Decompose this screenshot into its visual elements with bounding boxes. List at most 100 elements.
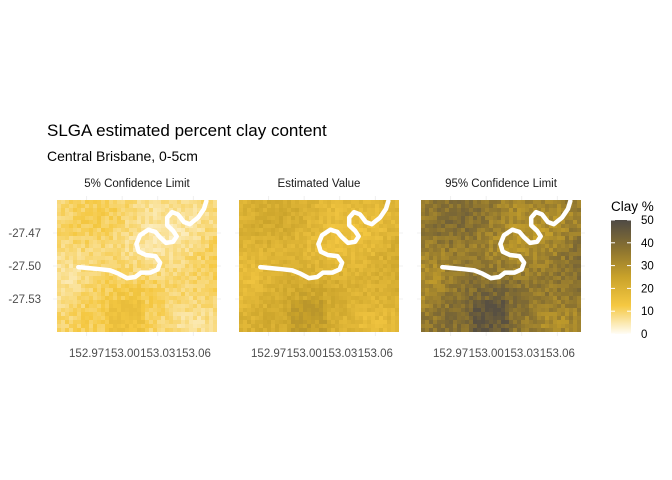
raster-cell: [449, 304, 453, 308]
raster-cell: [239, 240, 243, 244]
raster-cell: [339, 200, 343, 204]
raster-cell: [153, 224, 157, 228]
raster-cell: [473, 288, 477, 292]
raster-cell: [505, 256, 509, 260]
raster-cell: [387, 224, 391, 228]
raster-cell: [255, 208, 259, 212]
raster-cell: [153, 208, 157, 212]
raster-cell: [453, 280, 457, 284]
raster-cell: [73, 308, 77, 312]
raster-cell: [561, 224, 565, 228]
raster-cell: [193, 308, 197, 312]
raster-cell: [287, 252, 291, 256]
raster-cell: [383, 264, 387, 268]
raster-cell: [331, 212, 335, 216]
raster-cell: [125, 312, 129, 316]
raster-cell: [421, 200, 425, 204]
raster-cell: [243, 260, 247, 264]
raster-cell: [359, 328, 363, 332]
raster-cell: [73, 212, 77, 216]
raster-cell: [391, 292, 395, 296]
raster-cell: [505, 216, 509, 220]
raster-cell: [93, 312, 97, 316]
raster-cell: [251, 288, 255, 292]
raster-cell: [327, 280, 331, 284]
raster-cell: [461, 256, 465, 260]
raster-cell: [573, 284, 577, 288]
raster-cell: [201, 232, 205, 236]
raster-cell: [73, 260, 77, 264]
raster-cell: [263, 208, 267, 212]
raster-cell: [65, 304, 69, 308]
raster-cell: [307, 304, 311, 308]
raster-cell: [213, 236, 217, 240]
raster-cell: [89, 220, 93, 224]
raster-cell: [85, 220, 89, 224]
raster-cell: [255, 212, 259, 216]
raster-cell: [85, 252, 89, 256]
raster-cell: [505, 320, 509, 324]
raster-cell: [125, 272, 129, 276]
raster-cell: [73, 288, 77, 292]
raster-cell: [133, 252, 137, 256]
raster-cell: [97, 308, 101, 312]
raster-cell: [437, 292, 441, 296]
raster-cell: [553, 284, 557, 288]
raster-cell: [449, 316, 453, 320]
raster-cell: [343, 300, 347, 304]
raster-cell: [117, 316, 121, 320]
raster-cell: [323, 244, 327, 248]
raster-cell: [355, 300, 359, 304]
raster-cell: [533, 320, 537, 324]
raster-cell: [457, 304, 461, 308]
raster-cell: [473, 260, 477, 264]
raster-cell: [553, 240, 557, 244]
raster-cell: [239, 236, 243, 240]
raster-cell: [129, 300, 133, 304]
raster-cell: [259, 288, 263, 292]
raster-cell: [513, 316, 517, 320]
raster-cell: [363, 304, 367, 308]
raster-cell: [105, 264, 109, 268]
raster-cell: [545, 324, 549, 328]
raster-cell: [193, 292, 197, 296]
raster-cell: [165, 292, 169, 296]
raster-cell: [315, 260, 319, 264]
raster-cell: [351, 280, 355, 284]
raster-cell: [263, 324, 267, 328]
raster-cell: [339, 212, 343, 216]
raster-cell: [177, 204, 181, 208]
raster-cell: [375, 280, 379, 284]
raster-cell: [371, 320, 375, 324]
raster-cell: [279, 248, 283, 252]
raster-cell: [137, 268, 141, 272]
raster-cell: [271, 304, 275, 308]
raster-cell: [189, 284, 193, 288]
raster-cell: [149, 304, 153, 308]
raster-cell: [295, 256, 299, 260]
raster-cell: [255, 252, 259, 256]
raster-cell: [287, 288, 291, 292]
raster-cell: [117, 228, 121, 232]
raster-cell: [521, 224, 525, 228]
raster-cell: [101, 248, 105, 252]
raster-cell: [493, 316, 497, 320]
raster-cell: [371, 236, 375, 240]
raster-cell: [189, 252, 193, 256]
raster-cell: [65, 236, 69, 240]
raster-cell: [383, 312, 387, 316]
raster-cell: [129, 288, 133, 292]
raster-cell: [247, 268, 251, 272]
raster-cell: [291, 296, 295, 300]
raster-cell: [421, 264, 425, 268]
raster-cell: [387, 248, 391, 252]
raster-cell: [259, 204, 263, 208]
raster-cell: [335, 220, 339, 224]
raster-cell: [441, 208, 445, 212]
raster-cell: [77, 284, 81, 288]
raster-cell: [153, 264, 157, 268]
raster-cell: [433, 248, 437, 252]
raster-cell: [421, 268, 425, 272]
raster-cell: [525, 328, 529, 332]
raster-cell: [251, 228, 255, 232]
